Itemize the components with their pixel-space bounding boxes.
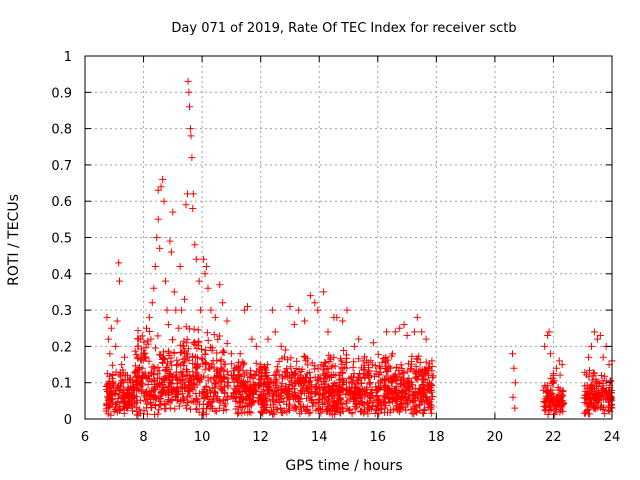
x-axis-label: GPS time / hours [285,458,402,474]
y-tick-label: 0.9 [51,86,72,101]
x-tick-label: 18 [428,430,445,445]
x-tick-label: 6 [81,430,89,445]
y-tick-label: 0 [64,413,72,428]
y-tick-label: 0.6 [51,195,72,210]
x-tick-label: 22 [545,430,562,445]
y-tick-label: 0.1 [51,377,72,392]
y-tick-label: 0.7 [51,159,72,174]
x-tick-label: 20 [487,430,504,445]
axis-ticks [84,55,613,420]
y-tick-label: 0.5 [51,232,72,247]
y-tick-label: 1 [64,50,72,65]
x-tick-label: 8 [139,430,147,445]
x-tick-label: 14 [311,430,328,445]
x-tick-labels: 6 8 10 12 14 16 18 20 22 24 [81,430,620,445]
x-tick-label: 24 [604,430,621,445]
x-tick-label: 16 [370,430,387,445]
y-tick-labels: 0 0.1 0.2 0.3 0.4 0.5 0.6 0.7 0.8 0.9 1 [51,50,72,428]
y-tick-label: 0.3 [51,304,72,319]
x-tick-label: 12 [252,430,269,445]
chart-title: Day 071 of 2019, Rate Of TEC Index for r… [171,21,516,36]
y-axis-label: ROTI / TECUs [6,194,22,286]
x-tick-label: 10 [194,430,211,445]
data-points [102,77,616,419]
y-tick-label: 0.4 [51,268,72,283]
y-tick-label: 0.8 [51,123,72,138]
y-tick-label: 0.2 [51,340,72,355]
roti-marker-path [102,77,616,419]
grid-lines [85,56,612,419]
